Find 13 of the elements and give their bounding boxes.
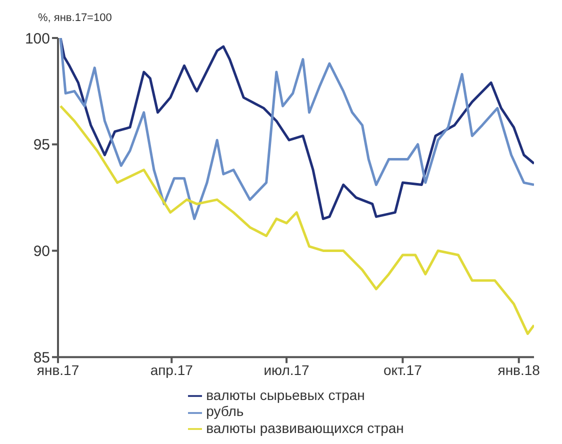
line-series xyxy=(59,104,534,335)
x-tick-label: янв.18 xyxy=(498,362,540,378)
x-tick-label: апр.17 xyxy=(150,362,194,378)
x-tick-label: июл.17 xyxy=(264,362,310,378)
y-axis-title: %, янв.17=100 xyxy=(38,12,112,24)
legend-label: рубль xyxy=(206,403,244,420)
y-tick-label: 95 xyxy=(33,136,50,154)
legend-label: валюты сырьевых стран xyxy=(206,387,365,404)
y-tick-label: 100 xyxy=(24,30,50,48)
y-tick-label: 90 xyxy=(33,243,50,260)
legend-label: валюты развивающихся стран xyxy=(206,420,404,436)
line-series xyxy=(59,38,534,220)
x-tick-label: окт.17 xyxy=(383,362,422,378)
